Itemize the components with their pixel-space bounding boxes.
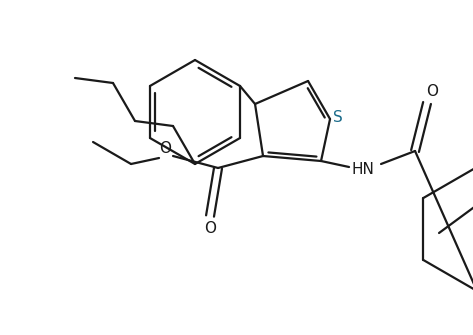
Text: O: O [204,220,216,236]
Text: HN: HN [351,161,375,177]
Text: O: O [426,83,438,98]
Text: S: S [333,110,343,125]
Text: O: O [159,140,171,155]
